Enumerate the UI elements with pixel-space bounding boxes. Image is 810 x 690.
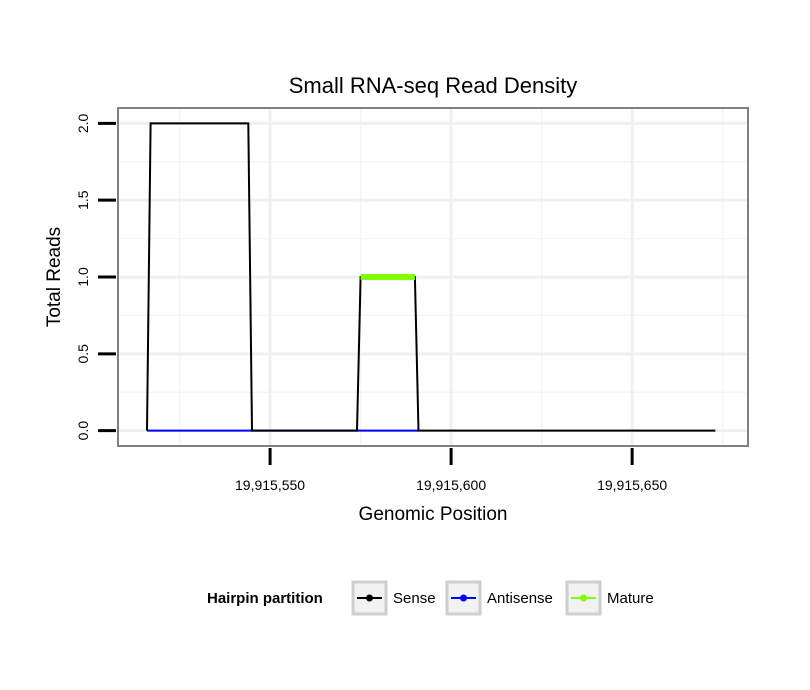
series-layer <box>146 122 716 432</box>
legend-key-point <box>580 594 587 602</box>
x-tick-label: 19,915,650 <box>597 477 667 493</box>
legend-entries: Sense Antisense Mature <box>351 580 654 616</box>
x-axis-title: Genomic Position <box>359 504 508 525</box>
grid-lines <box>118 108 748 446</box>
legend-label: Antisense <box>487 590 553 607</box>
x-tick-label: 19,915,600 <box>416 477 486 493</box>
y-tick-label: 1.0 <box>75 267 91 287</box>
y-axis: 0.0 0.5 1.0 1.5 2.0 <box>75 113 116 440</box>
legend-item-sense: Sense <box>351 580 436 616</box>
x-axis: 19,915,550 19,915,600 19,915,650 <box>235 448 667 493</box>
legend: Hairpin partition Sense Antisense Mature <box>207 580 654 616</box>
legend-item-mature: Mature <box>565 580 654 616</box>
series-line-sense <box>146 122 716 432</box>
legend-key-point <box>366 594 373 602</box>
y-tick-label: 0.0 <box>75 421 91 441</box>
y-tick-label: 0.5 <box>75 344 91 364</box>
plot-panel <box>117 107 749 447</box>
legend-label: Sense <box>393 590 436 607</box>
legend-key-point <box>460 594 467 602</box>
legend-item-antisense: Antisense <box>445 580 553 616</box>
chart-title: Small RNA-seq Read Density <box>289 73 578 98</box>
x-tick-label: 19,915,550 <box>235 477 305 493</box>
legend-label: Mature <box>607 590 654 607</box>
y-tick-label: 1.5 <box>75 190 91 210</box>
y-axis-title: Total Reads <box>44 227 65 327</box>
y-tick-label: 2.0 <box>75 113 91 133</box>
legend-title: Hairpin partition <box>207 590 323 607</box>
